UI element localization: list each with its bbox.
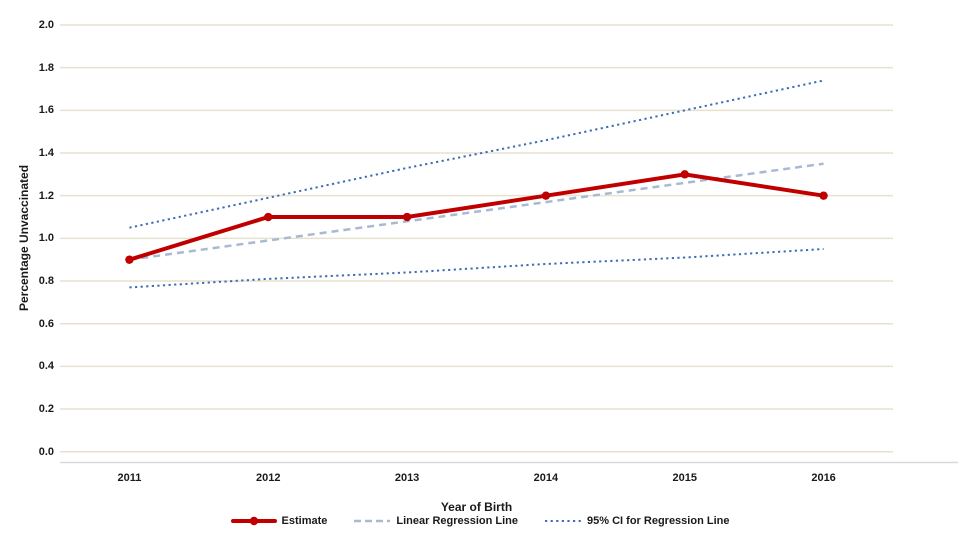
95-ci-for-regression-line-upper-line [129,79,824,229]
legend-label-ci: 95% CI for Regression Line [587,515,730,527]
x-tick-label: 2013 [394,472,420,484]
y-tick-label: 2.0 [38,19,54,31]
estimate-line [127,172,826,262]
y-tick-label: 1.4 [38,147,54,159]
estimate-marker [125,255,134,264]
linear-regression-line-line [129,162,824,261]
estimate-marker [680,170,689,179]
y-tick-label: 1.2 [38,189,54,202]
legend-item-estimate: Estimate [230,515,328,527]
estimate-marker [819,191,828,200]
legend-label-estimate: Estimate [281,515,328,527]
x-tick-label: 2012 [256,472,281,484]
y-tick-label: 1.8 [38,61,54,74]
legend-item-ci: 95% CI for Regression Line [544,515,729,527]
ci-line-swatch [545,520,582,522]
x-tick-label: 2014 [533,472,559,484]
x-axis-title: Year of Birth [440,500,513,514]
y-tick-label: 0.0 [38,445,54,458]
legend-item-linear-regression: Linear Regression Line [353,515,518,527]
y-tick-label: 0.6 [38,317,54,330]
95-ci-for-regression-line-lower-line [129,248,824,289]
x-tick-label: 2016 [811,472,836,484]
y-tick-label: 1.6 [38,104,54,117]
y-tick-label: 0.8 [38,275,54,288]
regression-line-swatch [354,519,391,523]
legend: Estimate Linear Regression Line 95% CI f… [0,515,960,527]
estimate-marker [264,212,273,222]
x-tick-label: 2011 [117,472,142,484]
legend-label-linear-regression: Linear Regression Line [396,515,519,527]
y-tick-label: 0.4 [38,360,54,373]
y-tick-label: 0.2 [38,403,54,416]
y-tick-label: 1.0 [38,232,54,245]
estimate-marker [402,212,412,222]
estimate-line-swatch [230,516,277,526]
estimate-marker [541,191,551,200]
x-tick-label: 2015 [672,472,697,484]
